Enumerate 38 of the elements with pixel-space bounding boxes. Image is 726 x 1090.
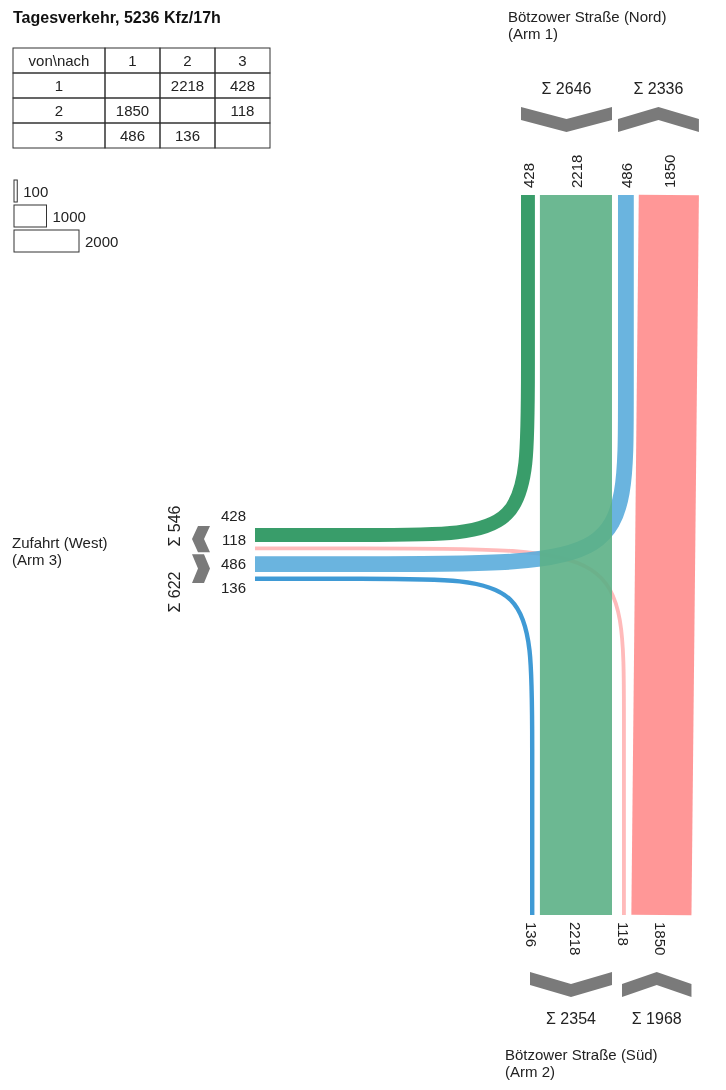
- data-label: 428: [229, 77, 256, 94]
- text: 136: [523, 922, 541, 948]
- text: Σ 2646: [541, 80, 592, 97]
- data-label: 136: [174, 127, 201, 144]
- data-label: 118: [230, 102, 255, 119]
- text: Tagesverkehr, 5236 Kfz/17h: [13, 9, 221, 26]
- text: 2218: [566, 922, 584, 956]
- text: Σ 622: [166, 571, 183, 613]
- category-label: 2: [54, 102, 64, 119]
- text: Σ 2354: [546, 1010, 596, 1027]
- text: 1: [128, 52, 137, 69]
- data-label: 1850: [115, 102, 150, 119]
- text: 486: [220, 555, 246, 572]
- legend-label: 2: [183, 52, 192, 69]
- text: Bötzower Straße (Nord) (Arm 1): [508, 8, 667, 42]
- text: 428: [220, 507, 246, 524]
- text: 118: [222, 531, 246, 548]
- data-label: 486: [119, 127, 146, 144]
- text: 2218: [567, 154, 585, 188]
- text: 1850: [660, 154, 678, 188]
- text: Σ 546: [166, 505, 183, 547]
- category-label: 1: [54, 77, 64, 94]
- text: Σ 2336: [633, 80, 684, 97]
- text: 136: [220, 579, 246, 596]
- text: 100: [23, 183, 49, 200]
- text: Σ 1968: [631, 1010, 682, 1027]
- text: Zufahrt (West) (Arm 3): [12, 534, 108, 568]
- category-label: 3: [54, 127, 64, 144]
- legend-label: 3: [238, 52, 247, 69]
- text: 118: [614, 922, 632, 946]
- text: 1000: [52, 208, 86, 225]
- text: 428: [519, 162, 537, 188]
- text: 486: [617, 162, 635, 188]
- text: 1850: [652, 922, 670, 956]
- text: 2000: [85, 233, 119, 250]
- text: Bötzower Straße (Süd) (Arm 2): [505, 1046, 658, 1080]
- data-label: 2218: [170, 77, 205, 94]
- legend-title: von\nach: [28, 52, 90, 69]
